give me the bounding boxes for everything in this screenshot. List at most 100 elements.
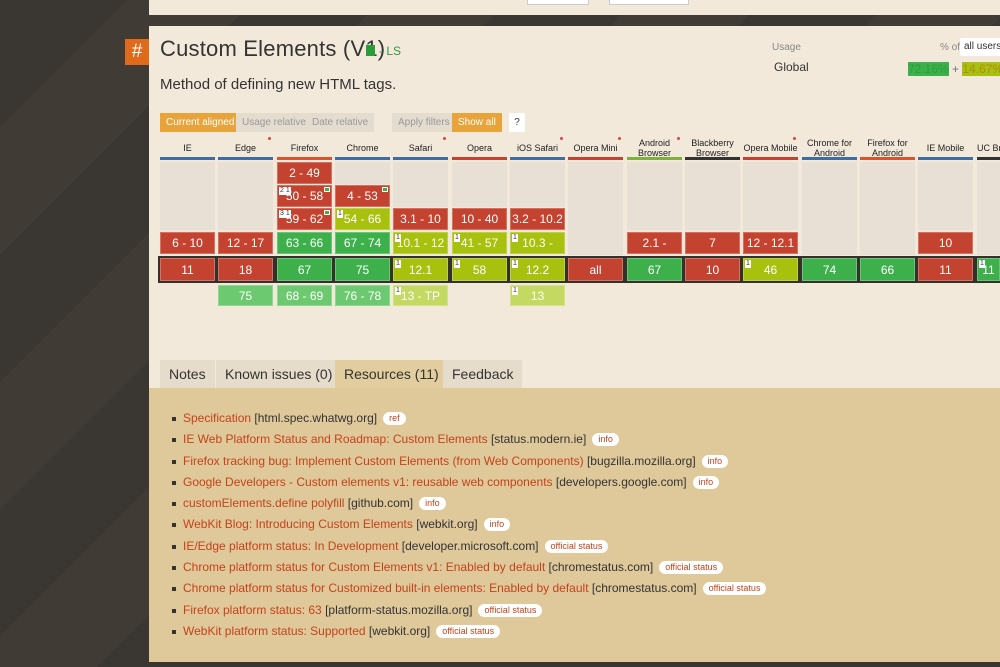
- version-cell-current[interactable]: 1 12.1: [393, 258, 448, 281]
- browser-underline: [393, 157, 448, 160]
- help-button[interactable]: ?: [509, 113, 525, 132]
- resource-link[interactable]: Firefox tracking bug: Implement Custom E…: [183, 453, 584, 468]
- list-item: Chrome platform status for Custom Elemen…: [172, 561, 766, 582]
- version-cell[interactable]: 67 - 74: [335, 232, 390, 254]
- resource-link[interactable]: Chrome platform status for Custom Elemen…: [183, 560, 546, 575]
- resource-domain: [bugzilla.mozilla.org]: [586, 453, 696, 468]
- browser-header-firefox[interactable]: Firefox: [277, 136, 332, 159]
- tab-feedback[interactable]: Feedback: [443, 360, 523, 388]
- version-cell[interactable]: 10 - 40: [452, 208, 507, 230]
- resource-tag: official status: [544, 539, 609, 553]
- version-cell-current[interactable]: 1 12.2: [510, 258, 565, 281]
- resource-link[interactable]: Firefox platform status: 63: [183, 602, 322, 617]
- resource-tag: official status: [478, 603, 543, 617]
- version-cell[interactable]: 2.1 - 4.4.4: [627, 232, 682, 271]
- version-cell-current[interactable]: 1 46: [743, 258, 798, 281]
- version-cell-current[interactable]: 67: [627, 258, 682, 281]
- version-cell-future[interactable]: 75: [218, 285, 273, 306]
- spec-status[interactable]: - LS: [366, 44, 401, 58]
- version-cell[interactable]: 3.2 - 10.2: [510, 208, 565, 230]
- resource-domain: [chromestatus.com]: [548, 560, 654, 575]
- date-relative-button[interactable]: Date relative: [306, 113, 375, 132]
- resource-link[interactable]: Chrome platform status for Customized bu…: [183, 581, 589, 596]
- version-cell[interactable]: 3 1 59 - 62: [277, 208, 332, 230]
- browser-underline: [685, 157, 740, 160]
- browser-header-opera[interactable]: Opera: [452, 136, 507, 159]
- version-cell[interactable]: 3.1 - 10: [393, 208, 448, 230]
- version-cell-future[interactable]: 76 - 78: [335, 285, 390, 306]
- partial-percent: 14.67%: [962, 62, 1000, 76]
- show-all-button[interactable]: Show all: [452, 113, 502, 132]
- list-item: Firefox tracking bug: Implement Custom E…: [172, 453, 766, 476]
- browser-name: Blackberry Browser: [691, 137, 734, 158]
- resource-link[interactable]: WebKit platform status: Supported: [183, 623, 366, 638]
- version-cell[interactable]: 63 - 66: [277, 232, 332, 254]
- version-cell[interactable]: 12 - 12.1: [743, 232, 798, 254]
- resource-link[interactable]: Specification: [183, 411, 252, 425]
- tab-resources[interactable]: Resources (11): [335, 360, 448, 388]
- version-cell-current[interactable]: 1 58: [452, 258, 507, 281]
- version-cell-current[interactable]: 18: [218, 258, 273, 281]
- permalink-hash[interactable]: #: [125, 39, 149, 65]
- resource-link[interactable]: WebKit Blog: Introducing Custom Elements: [183, 517, 413, 532]
- browser-header-ie[interactable]: IE: [160, 136, 215, 159]
- current-aligned-button[interactable]: Current aligned: [160, 113, 241, 132]
- browser-header-firefox-android[interactable]: Firefox for Android: [860, 136, 915, 159]
- version-cell-current[interactable]: 11: [918, 258, 973, 281]
- version-cell-current[interactable]: 66: [860, 258, 915, 281]
- browser-header-opera-mobile[interactable]: Opera Mobile: [743, 136, 798, 159]
- resource-domain: [html.spec.whatwg.org]: [254, 411, 378, 425]
- version-cell[interactable]: 1 54 - 66: [335, 208, 390, 230]
- tab-notes[interactable]: Notes: [160, 360, 215, 388]
- usage-region: Global: [774, 60, 809, 74]
- version-cell[interactable]: 4 - 53: [335, 185, 390, 207]
- version-cell[interactable]: 1 41 - 57: [452, 232, 507, 254]
- empty-cell: [743, 162, 798, 230]
- apply-filters-button[interactable]: Apply filters: [392, 113, 456, 132]
- version-cell-current[interactable]: 67: [277, 258, 332, 281]
- browser-header-opera-mini[interactable]: Opera Mini: [568, 136, 623, 159]
- browser-header-ie-mobile[interactable]: IE Mobile: [918, 136, 973, 159]
- version-cell[interactable]: 7: [685, 232, 740, 254]
- users-select[interactable]: all users: [960, 38, 1000, 56]
- browser-header-ios-safari[interactable]: iOS Safari: [510, 136, 565, 159]
- browser-header-safari[interactable]: Safari: [393, 136, 448, 159]
- version-cell-future[interactable]: 1 13: [510, 285, 565, 306]
- version-cell-current[interactable]: 10: [685, 258, 740, 281]
- browser-header-chrome[interactable]: Chrome: [335, 136, 390, 159]
- resource-link[interactable]: customElements.define polyfill: [183, 496, 345, 511]
- version-cell[interactable]: 12 - 17: [218, 232, 273, 254]
- version-cell-current[interactable]: 74: [802, 258, 857, 281]
- version-cell[interactable]: 2 1 50 - 58: [277, 185, 332, 207]
- version-cell-future[interactable]: 68 - 69: [277, 285, 332, 306]
- usage-label: Usage: [772, 42, 801, 53]
- browser-header-chrome-android[interactable]: Chrome for Android: [802, 136, 857, 159]
- previous-panel-button[interactable]: [609, 0, 689, 5]
- resource-link[interactable]: Google Developers - Custom elements v1: …: [183, 474, 553, 489]
- version-cell[interactable]: 2 - 49: [277, 162, 332, 184]
- resource-link[interactable]: IE/Edge platform status: In Development: [183, 538, 399, 553]
- version-cell-current[interactable]: 11: [160, 258, 215, 281]
- browser-header-android[interactable]: Android Browser: [627, 136, 682, 159]
- browser-name: Chrome for Android: [806, 137, 852, 158]
- browser-header-edge[interactable]: Edge: [218, 136, 273, 159]
- previous-panel-button[interactable]: [527, 0, 589, 5]
- version-cell-current[interactable]: 75: [335, 258, 390, 281]
- tab-known-issues[interactable]: Known issues (0): [216, 360, 342, 388]
- browser-underline: [743, 157, 798, 160]
- version-cell-current[interactable]: 1 11: [977, 258, 1000, 281]
- browser-underline: [452, 157, 507, 160]
- version-cell-future[interactable]: 1 13 - TP: [393, 285, 448, 306]
- version-cell-current[interactable]: all: [568, 258, 623, 281]
- browser-header-blackberry[interactable]: Blackberry Browser: [685, 136, 740, 159]
- usage-relative-button[interactable]: Usage relative: [236, 113, 312, 132]
- version-cell[interactable]: 1 10.1 - 12: [393, 232, 448, 254]
- resource-domain: [webkit.org]: [368, 623, 431, 638]
- browser-header-uc[interactable]: UC Browser for Android: [977, 136, 1000, 159]
- resource-tag: official status: [659, 561, 724, 575]
- version-cell[interactable]: 6 - 10: [160, 232, 215, 254]
- resource-tag: official status: [436, 624, 501, 638]
- version-cell[interactable]: 110.3 - 12.1: [510, 232, 565, 271]
- resource-link[interactable]: IE Web Platform Status and Roadmap: Cust…: [183, 432, 488, 447]
- version-cell[interactable]: 10: [918, 232, 973, 254]
